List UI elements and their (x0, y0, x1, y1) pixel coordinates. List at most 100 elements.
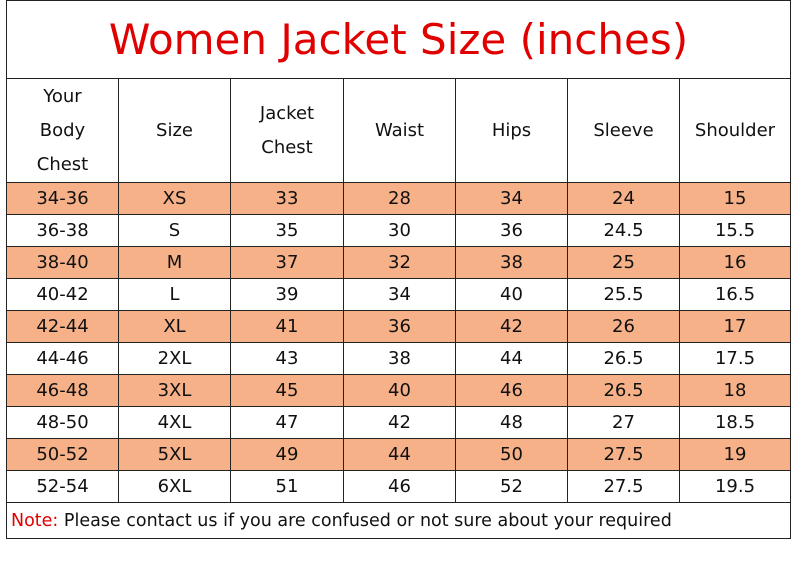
data-cell: 39 (230, 278, 344, 311)
data-cell: 25 (567, 246, 680, 279)
data-cell: 34 (343, 278, 456, 311)
data-cell: 40 (455, 278, 568, 311)
note-row: Note: Please contact us if you are confu… (5, 502, 792, 539)
data-cell: XL (118, 310, 231, 343)
data-cell: 40 (343, 374, 456, 407)
data-cell: 24.5 (567, 214, 680, 247)
header-cell: Size (118, 78, 231, 183)
data-cell: 19 (678, 438, 792, 471)
data-cell: 25.5 (567, 278, 680, 311)
data-cell: 36 (455, 214, 568, 247)
data-row: 50-52 5XL 49 44 50 27.5 19 (6, 438, 792, 471)
table-body: Women Jacket Size (inches) Your Body Chest… (5, 0, 792, 539)
data-cell: 51 (230, 470, 344, 503)
header-line: Your (43, 85, 82, 107)
header-line: Shoulder (694, 119, 776, 141)
header-cell: Sleeve (567, 78, 680, 183)
data-cell: 44 (455, 342, 568, 375)
header-line: Hips (491, 119, 532, 141)
header-line: Jacket (259, 102, 315, 124)
data-cell: 42 (455, 310, 568, 343)
data-cell: 3XL (118, 374, 231, 407)
data-cell: 17.5 (678, 342, 792, 375)
data-cell: XS (118, 182, 231, 215)
data-cell: 42 (343, 406, 456, 439)
data-cell: 44-46 (6, 342, 119, 375)
data-cell: 34-36 (6, 182, 119, 215)
header-cell: Waist (343, 78, 456, 183)
data-cell: 38-40 (6, 246, 119, 279)
data-cell: 46-48 (6, 374, 119, 407)
data-cell: M (118, 246, 231, 279)
data-cell: 41 (230, 310, 344, 343)
data-cell: 26.5 (567, 374, 680, 407)
data-cell: L (118, 278, 231, 311)
data-cell: 38 (343, 342, 456, 375)
data-cell: 36 (343, 310, 456, 343)
data-cell: 5XL (118, 438, 231, 471)
data-cell: 36-38 (6, 214, 119, 247)
data-cell: 16 (678, 246, 792, 279)
data-cell: 32 (343, 246, 456, 279)
header-cell: Your Body Chest (6, 78, 119, 183)
data-cell: 37 (230, 246, 344, 279)
data-cell: 50-52 (6, 438, 119, 471)
data-cell: 35 (230, 214, 344, 247)
data-cell: 18 (678, 374, 792, 407)
data-cell: 2XL (118, 342, 231, 375)
header-cell: Shoulder (678, 78, 792, 183)
data-cell: 34 (455, 182, 568, 215)
data-cell: 43 (230, 342, 344, 375)
data-row: 38-40 M 37 32 38 25 16 (6, 246, 792, 279)
header-line: Body (39, 119, 86, 141)
data-cell: 33 (230, 182, 344, 215)
header-line: Chest (261, 136, 313, 158)
data-cell: 19.5 (678, 470, 792, 503)
data-cell: 52 (455, 470, 568, 503)
data-cell: 26 (567, 310, 680, 343)
data-cell: 45 (230, 374, 344, 407)
data-cell: 26.5 (567, 342, 680, 375)
data-cell: 47 (230, 406, 344, 439)
data-cell: 27.5 (567, 438, 680, 471)
data-cell: 48-50 (6, 406, 119, 439)
header-cell: Jacket Chest (230, 78, 344, 183)
data-cell: S (118, 214, 231, 247)
data-cell: 52-54 (6, 470, 119, 503)
data-cell: 30 (343, 214, 456, 247)
note-label: Note: (11, 510, 59, 531)
title: Women Jacket Size (inches) (5, 0, 792, 79)
data-cell: 42-44 (6, 310, 119, 343)
data-cell: 46 (343, 470, 456, 503)
data-cell: 24 (567, 182, 680, 215)
data-cell: 16.5 (678, 278, 792, 311)
data-cell: 27.5 (567, 470, 680, 503)
header-line: Waist (374, 119, 425, 141)
header-cell: Hips (455, 78, 568, 183)
header-row: Your Body Chest Size Jacket Chest Waist Hips Sle… (6, 78, 792, 183)
header-line: Chest (36, 153, 89, 175)
data-cell: 4XL (118, 406, 231, 439)
data-cell: 15.5 (678, 214, 792, 247)
data-cell: 27 (567, 406, 680, 439)
note-text: Please contact us if you are confused or… (63, 510, 672, 531)
note-cell: Note: Please contact us if you are confu… (5, 502, 792, 539)
data-cell: 15 (678, 182, 792, 215)
header-line: Size (156, 119, 193, 141)
data-row: 52-54 6XL 51 46 52 27.5 19.5 (6, 470, 792, 503)
data-cell: 46 (455, 374, 568, 407)
data-row: 42-44 XL 41 36 42 26 17 (6, 310, 792, 343)
data-cell: 49 (230, 438, 344, 471)
data-row: 36-38 S 35 30 36 24.5 15.5 (6, 214, 792, 247)
data-row: 46-48 3XL 45 40 46 26.5 18 (6, 374, 792, 407)
data-cell: 44 (343, 438, 456, 471)
data-row: 40-42 L 39 34 40 25.5 16.5 (6, 278, 792, 311)
data-cell: 40-42 (6, 278, 119, 311)
title-row: Women Jacket Size (inches) (5, 0, 792, 79)
size-chart: Women Jacket Size (inches) Your Body Chest… (5, 0, 792, 539)
data-row: 48-50 4XL 47 42 48 27 18.5 (6, 406, 792, 439)
data-row: 34-36 XS 33 28 34 24 15 (6, 182, 792, 215)
size-table: Women Jacket Size (inches) Your Body Chest… (5, 0, 792, 539)
data-cell: 28 (343, 182, 456, 215)
